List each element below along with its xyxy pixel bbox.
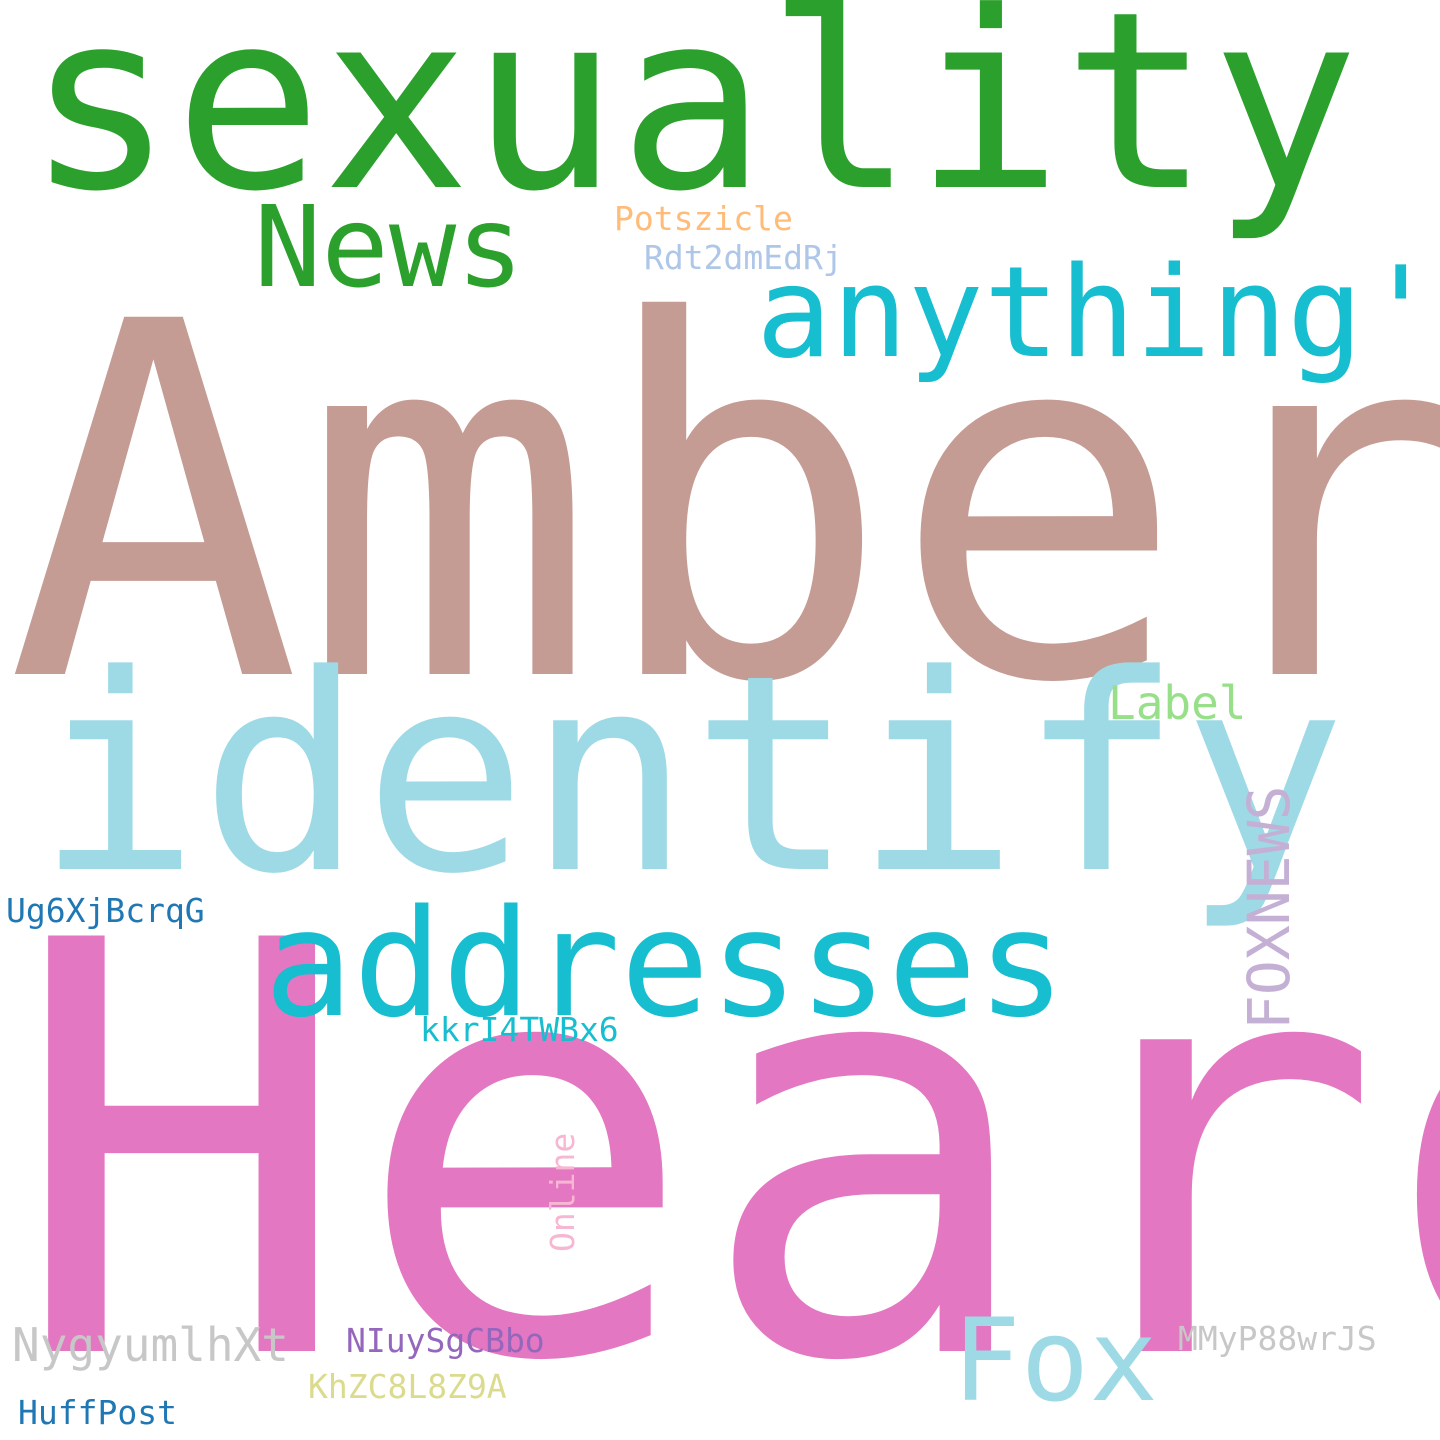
word-identify: identify bbox=[36, 618, 1347, 934]
word-label: Label bbox=[1108, 676, 1247, 730]
word-amber: Amber bbox=[6, 219, 1440, 790]
word-nygyumlhxt: NygyumlhXt bbox=[12, 1318, 289, 1372]
word-foxnews: FOXNEWS bbox=[1235, 785, 1303, 1030]
word-anything: anything' bbox=[756, 239, 1439, 386]
word-addresses: addresses bbox=[264, 878, 1066, 1050]
word-rdt2dmedrj: Rdt2dmEdRj bbox=[644, 238, 843, 277]
word-kkri4twbx6: kkrI4TWBx6 bbox=[420, 1010, 619, 1049]
word-fox: Fox bbox=[952, 1294, 1158, 1427]
word-sexuality: sexuality bbox=[26, 0, 1359, 246]
word-potszicle: Potszicle bbox=[614, 199, 793, 238]
word-heard: Heard bbox=[10, 823, 1440, 1440]
word-khzc8l8z9a: KhZC8L8Z9A bbox=[308, 1367, 507, 1406]
word-huffpost: HuffPost bbox=[18, 1393, 177, 1432]
word-news: News bbox=[254, 183, 524, 313]
word-online: Online bbox=[543, 1132, 582, 1252]
word-mmyp88wrjs: MMyP88wrJS bbox=[1178, 1319, 1377, 1358]
word-niuysgcbbo: NIuySgCBbo bbox=[346, 1321, 545, 1360]
word-ug6xjbcrqg: Ug6XjBcrqG bbox=[6, 891, 205, 930]
